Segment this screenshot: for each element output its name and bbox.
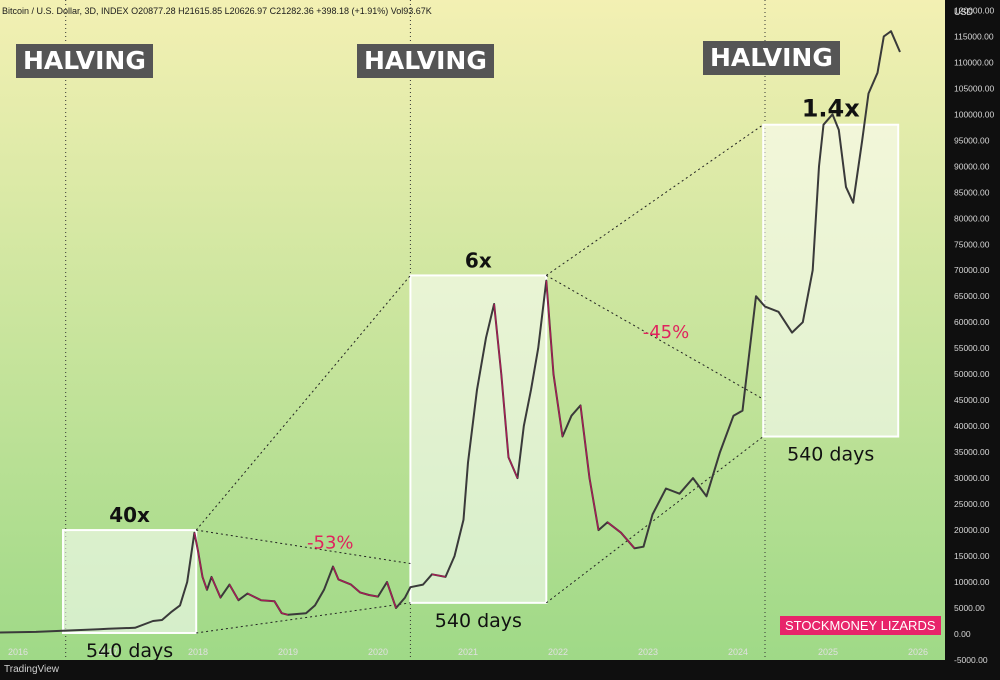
halving-label-2020: HALVING [357,44,494,78]
y-tick-label: 95000.00 [954,135,990,145]
halving-label-2016: HALVING [16,44,153,78]
correction-segment [620,532,636,549]
correction-segment [210,576,222,598]
correction-segment [260,599,275,602]
y-tick-label: 40000.00 [954,421,990,431]
x-tick-label: 2018 [188,647,208,657]
y-tick-label: 5000.00 [954,603,985,613]
halving-label-2024: HALVING [703,41,840,75]
x-tick-label: 2019 [278,647,298,657]
cycle-box-0 [62,529,198,634]
x-axis: 2016 2017 2018 2019 2020 2021 2022 2023 2024 2025… [8,647,928,657]
y-tick-label: 80000.00 [954,213,990,223]
y-tick-label: 0.00 [954,629,971,639]
gain-label-0: 40x [109,503,150,527]
y-tick-label: 55000.00 [954,343,990,353]
y-tick-label: 30000.00 [954,473,990,483]
y-tick-label: 90000.00 [954,161,990,171]
correction-segment [228,584,240,601]
tradingview-text: TradingView [4,664,60,675]
price-series [0,30,901,634]
days-label-2: 540 days [787,444,874,466]
currency-label: USD [954,7,974,17]
y-tick-label: 20000.00 [954,525,990,535]
x-tick-label: 2024 [728,647,748,657]
x-tick-label: 2016 [8,647,28,657]
connector-0-1 [196,602,411,634]
correction-segment [579,405,591,479]
x-tick-label: 2021 [458,647,478,657]
cycle-box-2 [762,123,900,438]
correction-segment [431,573,446,578]
y-tick-label: 35000.00 [954,447,990,457]
y-tick-label: 105000.00 [954,83,994,93]
correction-segment [368,594,379,598]
cycle-connectors [195,124,764,634]
connector-1-1 [545,436,764,604]
days-label-1: 540 days [435,610,522,632]
gain-label-2: 1.4x [802,95,861,123]
tradingview-logo[interactable]: TradingView [4,664,59,675]
series-line-0 [0,30,901,634]
correction-segment [197,550,204,577]
y-tick-label: 65000.00 [954,291,990,301]
y-tick-label: 45000.00 [954,395,990,405]
correction-segment [359,591,370,596]
cycle-box-1 [409,274,548,604]
y-tick-label: 25000.00 [954,499,990,509]
y-tick-label: 100000.00 [954,109,994,119]
drawdown-label-0: -53% [307,532,354,553]
cycle-boxes [62,123,900,634]
correction-segment [201,576,208,591]
y-tick-label: 10000.00 [954,577,990,587]
symbol-text[interactable]: Bitcoin / U.S. Dollar, 3D, INDEX [2,6,129,16]
x-tick-label: 2022 [548,647,568,657]
brand-badge: STOCKMONEY LIZARDS [780,616,941,635]
correction-segment [350,584,361,593]
y-tick-label: 70000.00 [954,265,990,275]
correction-segment [386,581,397,609]
y-tick-label: 110000.00 [954,57,994,67]
y-tick-label: 60000.00 [954,317,990,327]
correction-segment [193,532,199,552]
ohlc-readout: O20877.28 H21615.85 L20626.97 C21282.36 … [131,6,432,16]
y-tick-label: 15000.00 [954,551,990,561]
drawdown-label-1: -45% [643,322,690,343]
correction-segment [607,521,622,534]
connector-0-2 [196,529,411,565]
connector-1-2 [546,274,764,400]
correction-segment [588,477,600,531]
correction-segment [545,280,555,375]
correction-segment [493,303,502,375]
correction-segment [273,600,283,614]
y-tick-label: 115000.00 [954,31,994,41]
x-tick-label: 2023 [638,647,658,657]
y-tick-label: 50000.00 [954,369,990,379]
correction-segment [552,374,564,437]
correction-segment [281,612,289,616]
days-label-0: 540 days [86,640,173,662]
y-tick-label: 85000.00 [954,187,990,197]
connector-1-0 [546,124,764,276]
x-tick-label: 2026 [908,647,928,657]
correction-segment [500,374,510,458]
correction-segment [338,578,352,586]
y-axis: 120000.00 115000.00 110000.00 105000.00 1000… [954,5,994,665]
x-tick-label: 2020 [368,647,388,657]
connector-0-0 [195,275,411,531]
correction-segment [332,566,340,580]
x-tick-label: 2017 [98,647,118,657]
y-tick-label: 120000.00 [954,5,994,15]
correction-segment [247,592,262,601]
y-tick-label: 75000.00 [954,239,990,249]
cycle-labels: 40x 540 days 6x 540 days 1.4x 540 days -53% -45… [86,95,874,662]
symbol-header: Bitcoin / U.S. Dollar, 3D, INDEX O20877.… [2,6,432,16]
correction-segment [507,457,519,479]
y-tick-label: -5000.00 [954,655,988,665]
gain-label-1: 6x [465,248,492,272]
x-tick-label: 2025 [818,647,838,657]
